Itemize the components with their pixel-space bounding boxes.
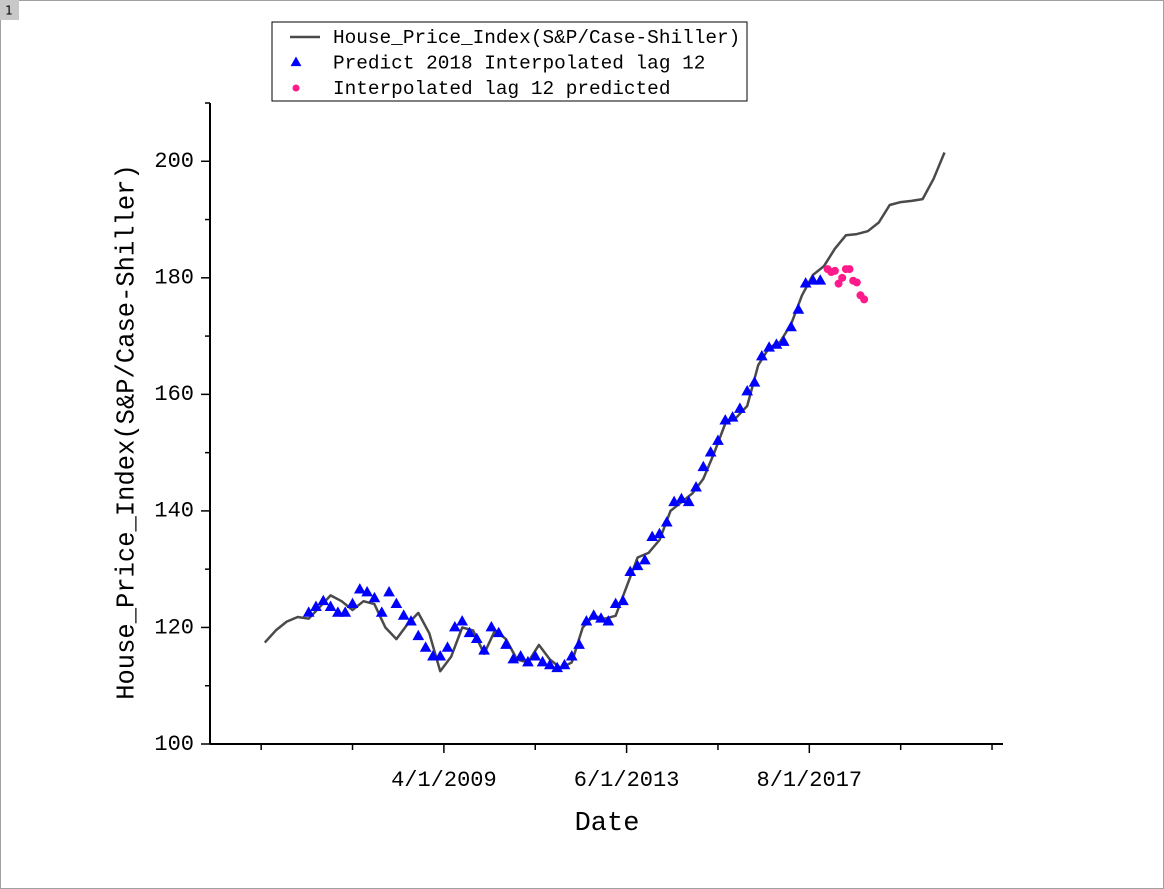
- triangle-marker: [770, 338, 783, 349]
- triangle-marker: [624, 565, 637, 576]
- circle-marker: [838, 273, 847, 282]
- legend-circle: [292, 84, 300, 92]
- x-tick-label: 4/1/2009: [391, 768, 497, 793]
- triangle-marker: [631, 559, 644, 571]
- triangle-marker: [339, 606, 352, 617]
- triangle-marker: [734, 402, 746, 413]
- triangle-marker: [419, 641, 432, 652]
- triangle-marker: [617, 594, 629, 606]
- triangle-marker: [500, 638, 512, 649]
- triangle-marker: [565, 650, 578, 661]
- triangle-marker: [587, 609, 600, 620]
- triangle-marker: [595, 612, 607, 623]
- page-tab[interactable]: [0, 0, 19, 20]
- legend-label: House_Price_Index(S&P/Case-Shiller): [333, 27, 740, 49]
- triangle-marker: [639, 553, 651, 565]
- triangle-marker: [792, 303, 805, 314]
- triangle-marker: [448, 620, 461, 632]
- triangle-marker: [712, 434, 724, 445]
- triangle-marker: [763, 341, 775, 352]
- triangle-marker: [741, 384, 754, 396]
- triangle-marker: [609, 597, 622, 609]
- triangle-marker: [317, 594, 330, 606]
- y-tick-label: 120: [154, 615, 194, 640]
- triangle-marker: [573, 638, 585, 649]
- triangle-marker: [690, 481, 702, 492]
- x-axis-label: Date: [575, 809, 640, 839]
- triangle-marker: [558, 658, 571, 670]
- triangle-marker: [324, 600, 337, 611]
- x-tick-label: 6/1/2013: [574, 768, 680, 793]
- triangle-marker: [726, 411, 739, 422]
- circle-marker: [852, 278, 861, 287]
- triangle-marker: [310, 600, 322, 611]
- triangle-marker: [704, 446, 717, 457]
- triangle-marker: [492, 626, 505, 638]
- y-tick-label: 100: [154, 732, 194, 757]
- triangle-marker: [697, 460, 710, 472]
- triangle-marker: [755, 349, 768, 361]
- circle-marker: [845, 265, 854, 274]
- triangle-marker: [529, 650, 542, 661]
- triangle-marker: [777, 335, 790, 346]
- triangle-marker: [405, 615, 417, 626]
- triangle-marker: [660, 516, 673, 527]
- triangle-marker: [799, 277, 812, 288]
- circle-marker: [860, 295, 869, 304]
- triangle-marker: [456, 615, 469, 626]
- triangle-marker: [470, 632, 483, 644]
- triangle-marker: [668, 495, 680, 507]
- triangle-marker: [814, 274, 827, 285]
- y-tick-label: 160: [154, 382, 194, 407]
- series-line: [263, 152, 946, 673]
- legend-box: [271, 21, 748, 102]
- triangle-marker: [478, 644, 490, 655]
- triangle-marker: [536, 655, 549, 667]
- triangle-marker: [580, 615, 593, 626]
- triangle-marker: [602, 615, 615, 626]
- triangle-marker: [719, 414, 732, 425]
- y-tick-label: 140: [154, 499, 194, 524]
- triangle-marker: [646, 530, 659, 542]
- legend-label: Interpolated lag 12 predicted: [333, 78, 670, 100]
- triangle-marker: [551, 661, 564, 673]
- y-tick-label: 200: [154, 149, 194, 174]
- triangle-marker: [346, 597, 359, 609]
- triangle-marker: [302, 606, 315, 617]
- triangle-marker: [514, 650, 527, 661]
- triangle-marker: [383, 585, 395, 597]
- legend-label: Predict 2018 Interpolated lag 12: [333, 53, 705, 75]
- triangle-marker: [522, 655, 534, 667]
- circle-marker: [830, 266, 839, 275]
- page-tab-label: 1: [5, 4, 13, 18]
- triangle-marker: [544, 658, 556, 670]
- triangle-marker: [507, 653, 520, 664]
- triangle-marker: [353, 583, 366, 594]
- triangle-marker: [675, 492, 688, 504]
- triangle-marker: [390, 597, 403, 609]
- triangle-marker: [368, 591, 381, 603]
- triangle-marker: [485, 620, 498, 632]
- triangle-marker: [682, 495, 695, 507]
- triangle-marker: [748, 376, 761, 387]
- y-axis-label: House_Price_Index(S&P/Case-Shiller): [113, 164, 142, 700]
- triangle-marker: [463, 626, 476, 638]
- circle-marker: [834, 279, 843, 288]
- y-tick-label: 180: [154, 266, 194, 291]
- triangle-marker: [397, 609, 410, 620]
- x-tick-label: 8/1/2017: [757, 768, 863, 793]
- triangle-marker: [375, 606, 388, 617]
- triangle-marker: [785, 320, 797, 332]
- triangle-marker: [441, 641, 454, 652]
- triangle-marker: [361, 585, 373, 597]
- triangle-marker: [653, 527, 666, 539]
- triangle-marker: [412, 629, 425, 641]
- legend-triangle: [290, 56, 302, 67]
- triangle-marker: [434, 650, 447, 661]
